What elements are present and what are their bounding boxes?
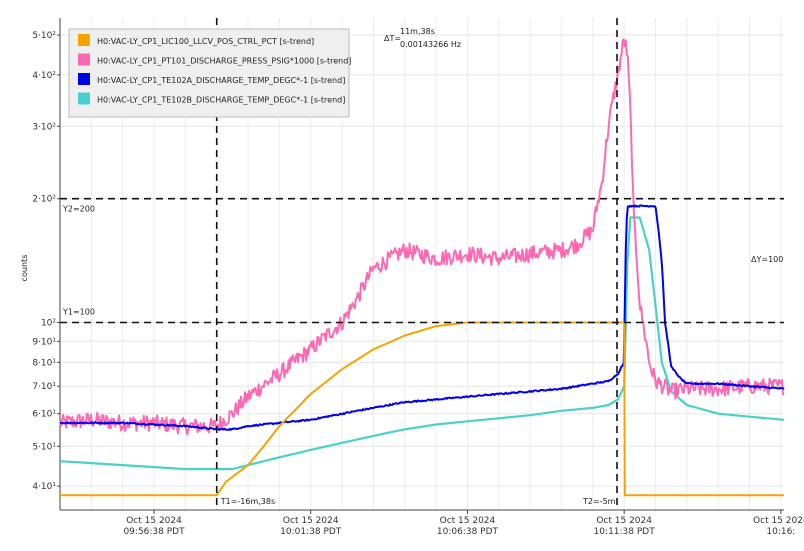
y-tick-label: 7·10¹	[32, 382, 56, 392]
delta-y-label: ΔY=100	[751, 255, 783, 264]
x-tick-label-time: 10:01:38 PDT	[280, 527, 342, 537]
x-tick-label-time: 10:06:38 PDT	[437, 527, 499, 537]
x-tick-label-date: Oct 15 2024	[283, 516, 339, 526]
delta-t-label: ΔT=	[384, 34, 401, 43]
y-tick-label: 2·10²	[32, 195, 56, 205]
series-layer	[59, 38, 785, 497]
series-line	[59, 216, 785, 471]
y-tick-label: 4·10¹	[32, 482, 56, 492]
legend-box	[68, 28, 350, 118]
y-tick-label: 6·10¹	[32, 410, 56, 420]
cursor-layer	[60, 18, 784, 510]
y-tick-label: 10²	[41, 318, 56, 328]
x-tick-label-date: Oct 15 2024	[753, 516, 804, 526]
x-tick-label-date: Oct 15 2024	[596, 516, 652, 526]
series-line	[59, 38, 785, 436]
plot-frame	[59, 18, 784, 511]
x-tick-label-time: 10:11:38 PDT	[594, 527, 656, 537]
y-tick-label: 5·10²	[32, 31, 56, 41]
series-line	[60, 204, 785, 431]
cursor-t2-label: T2=-5m	[582, 497, 616, 506]
legend-swatch	[78, 34, 90, 46]
y-tick-label: 5·10¹	[32, 442, 56, 452]
y-tick-label: 8·10¹	[32, 358, 56, 368]
axis-layer: 4·10¹ 5·10¹ 6·10¹ 7·10¹ 8·10¹ 9·10¹ 10² 2·10² 3·…	[32, 31, 804, 537]
legend-swatch	[78, 53, 90, 66]
x-tick-label-time: 10:16:	[766, 527, 795, 537]
legend-swatch	[78, 92, 90, 105]
x-tick-label-date: Oct 15 2024	[126, 516, 182, 526]
legend-label: H0:VAC-LY_CP1_LIC100_LLCV_POS_CTRL_PCT […	[97, 37, 314, 46]
annotation-layer: T1=-16m,38s T2=-5m Y1=100 Y2=200 ΔY=100 ΔT=11…	[62, 27, 783, 506]
y-tick-label: 9·10¹	[32, 337, 56, 347]
legend-label: H0:VAC-LY_CP1_TE102B_DISCHARGE_TEMP_DEGC…	[97, 96, 345, 105]
y-tick-label: 4·10²	[32, 71, 56, 81]
legend[interactable]: H0:VAC-LY_CP1_LIC100_LLCV_POS_CTRL_PCT […	[68, 28, 351, 118]
delta-t-frequency: 0.00143266 Hz	[400, 40, 461, 49]
delta-t-value: 11m,38s	[400, 27, 435, 36]
legend-swatch	[78, 73, 90, 85]
y-axis-label: counts	[20, 255, 29, 282]
cursor-y2-label: Y2=200	[62, 205, 95, 214]
cursor-t1-label: T1=-16m,38s	[220, 497, 275, 506]
cursor-y1-label: Y1=100	[62, 307, 95, 316]
series-line	[60, 321, 784, 497]
legend-label: H0:VAC-LY_CP1_TE102A_DISCHARGE_TEMP_DEGC…	[97, 76, 345, 85]
legend-label: H0:VAC-LY_CP1_PT101_DISCHARGE_PRESS_PSIG…	[97, 57, 351, 66]
x-tick-label-date: Oct 15 2024	[440, 516, 496, 526]
x-tick-label-time: 09:56:38 PDT	[123, 527, 185, 537]
y-tick-label: 3·10²	[32, 122, 56, 132]
